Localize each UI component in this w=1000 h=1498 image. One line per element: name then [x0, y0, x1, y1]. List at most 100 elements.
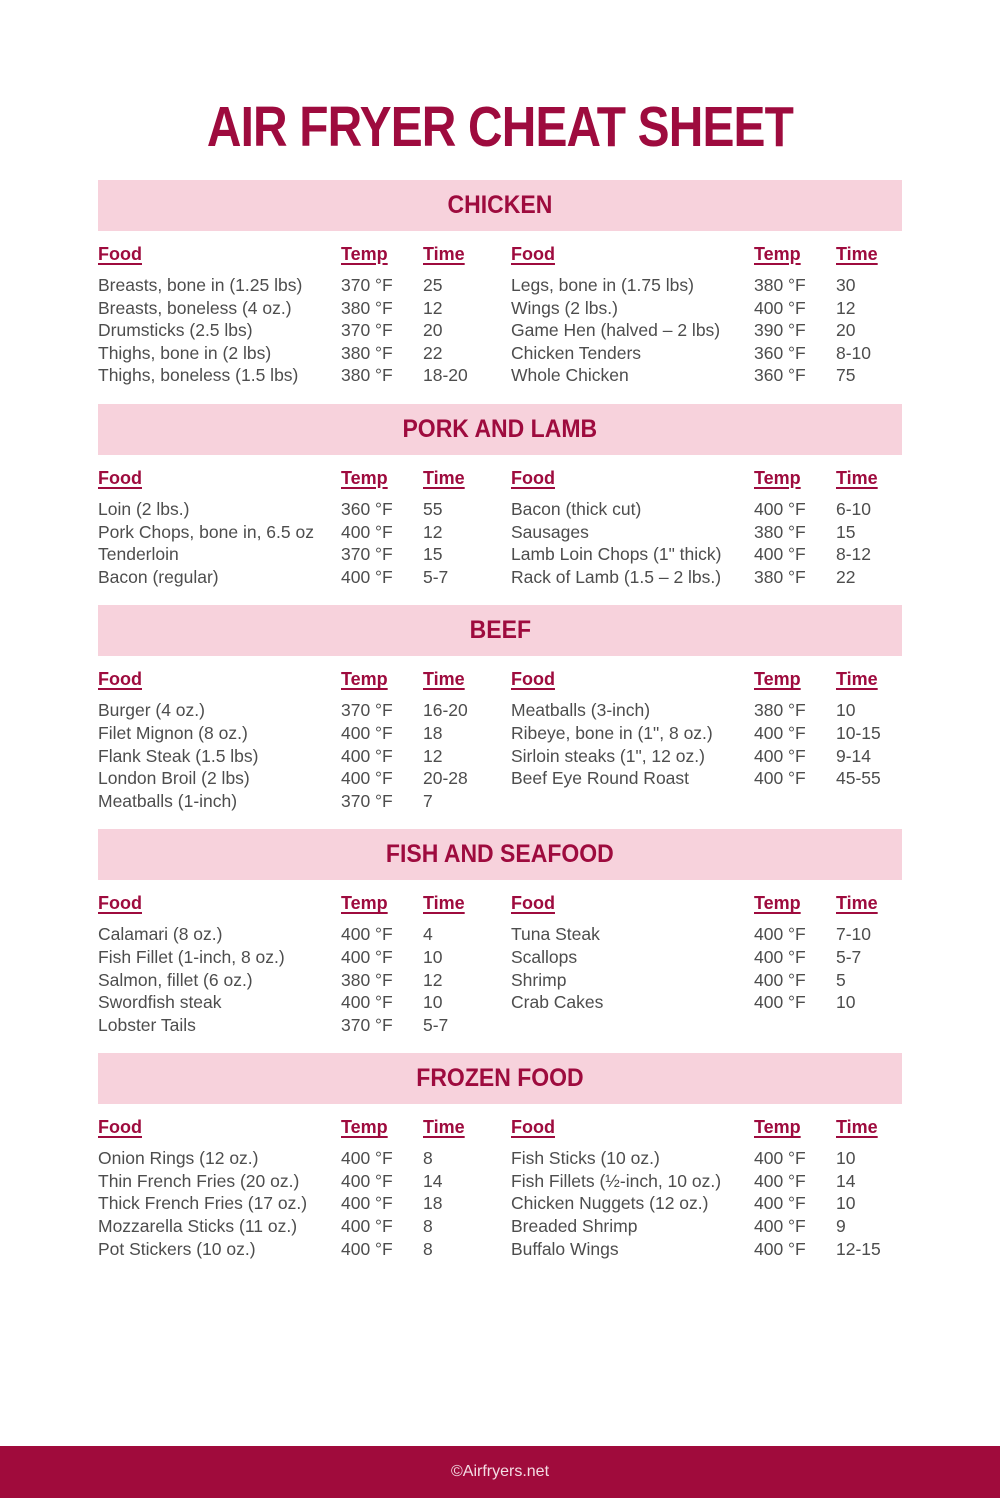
temp-cell: 380 °F: [341, 969, 393, 990]
food-cell: Burger (4 oz.): [98, 700, 205, 721]
time-cell: 55: [423, 498, 443, 519]
time-cell: 10-15: [836, 722, 881, 743]
column-header-temp: Temp: [754, 1111, 836, 1147]
section-pork-and-lamb: PORK AND LAMB Food Temp Time Loin (2 lbs.) 36…: [98, 403, 902, 588]
temp-cell: 380 °F: [341, 365, 393, 386]
temp-cell: 370 °F: [341, 1014, 393, 1035]
column-header-time-text: Time: [836, 1117, 878, 1138]
food-cell: Breasts, bone in (1.25 lbs): [98, 275, 303, 295]
food-cell: Pork Chops, bone in, 6.5 oz: [98, 521, 314, 542]
temp-cell: 370 °F: [341, 544, 393, 565]
table-left: Food Temp Time Burger (4 oz.) 370 °F 16-20 Fil…: [98, 663, 489, 812]
temp-cell: 400 °F: [754, 297, 806, 318]
section-header: FISH AND SEAFOOD: [98, 829, 902, 881]
column-header-food: Food: [511, 663, 754, 699]
food-cell: Flank Steak (1.5 lbs): [98, 745, 259, 766]
time-cell: 12: [423, 297, 443, 318]
time-cell: 12: [836, 297, 856, 318]
column-header-food: Food: [511, 238, 754, 274]
column-header-food: Food: [98, 1111, 341, 1147]
section-columns: Food Temp Time Onion Rings (12 oz.) 400 °F 8 T…: [98, 1104, 902, 1260]
column-header-temp-text: Temp: [754, 467, 801, 488]
temp-cell: 380 °F: [341, 342, 393, 363]
table-left: Food Temp Time Breasts, bone in (1.25 lbs) 3…: [98, 238, 489, 387]
food-cell: Loin (2 lbs.): [98, 498, 190, 519]
temp-cell: 400 °F: [754, 1238, 806, 1259]
food-cell: Crab Cakes: [511, 992, 604, 1013]
column-header-temp: Temp: [754, 663, 836, 699]
food-cell: Filet Mignon (8 oz.): [98, 722, 248, 743]
food-cell: Meatballs (3-inch): [511, 700, 651, 721]
temp-cell: 370 °F: [341, 275, 393, 295]
column-header-temp-text: Temp: [341, 467, 388, 488]
food-cell: London Broil (2 lbs): [98, 768, 250, 789]
temp-cell: 400 °F: [754, 992, 806, 1013]
column-header-food: Food: [511, 1111, 754, 1147]
time-cell: 14: [836, 1170, 856, 1191]
time-cell: 12: [423, 745, 443, 766]
time-cell: 20-28: [423, 768, 468, 789]
footer-bar: ©Airfryers.net: [0, 1446, 1000, 1498]
time-cell: 6-10: [836, 498, 872, 519]
time-cell: 20: [836, 320, 856, 341]
food-cell: Bacon (thick cut): [511, 498, 642, 519]
section-columns: Food Temp Time Loin (2 lbs.) 360 °F 55 Pork Ch…: [98, 455, 902, 588]
temp-cell: 380 °F: [754, 566, 806, 587]
section-beef: BEEF Food Temp Time Burger (4 oz.) 370 °F 16-2…: [98, 605, 902, 812]
time-cell: 45-55: [836, 768, 881, 789]
column-header-food-text: Food: [98, 244, 142, 264]
column-header-temp-text: Temp: [754, 669, 801, 690]
section-header-text: CHICKEN: [447, 191, 553, 219]
temp-cell: 400 °F: [754, 924, 806, 945]
time-cell: 16-20: [423, 700, 468, 721]
temp-cell: 380 °F: [754, 275, 806, 295]
time-cell: 7-10: [836, 924, 872, 945]
food-cell: Chicken Nuggets (12 oz.): [511, 1193, 709, 1214]
food-cell: Game Hen (halved – 2 lbs): [511, 320, 721, 341]
column-header-food: Food: [98, 462, 341, 498]
time-cell: 8: [423, 1238, 433, 1259]
food-cell: Chicken Tenders: [511, 342, 642, 363]
time-cell: 9-14: [836, 745, 872, 766]
time-cell: 5-7: [423, 566, 449, 587]
time-cell: 15: [423, 544, 443, 565]
food-cell: Calamari (8 oz.): [98, 924, 223, 945]
time-cell: 14: [423, 1170, 443, 1191]
column-header-time-text: Time: [836, 467, 878, 488]
time-cell: 15: [836, 521, 856, 542]
column-header-time-text: Time: [423, 244, 465, 264]
food-cell: Swordfish steak: [98, 992, 222, 1013]
food-cell: Thin French Fries (20 oz.): [98, 1170, 300, 1191]
section-columns: Food Temp Time Calamari (8 oz.) 400 °F 4 Fish …: [98, 880, 902, 1036]
temp-cell: 400 °F: [754, 722, 806, 743]
column-header-time-text: Time: [836, 244, 878, 264]
column-header-temp-text: Temp: [341, 893, 388, 914]
temp-cell: 400 °F: [341, 745, 393, 766]
food-cell: Wings (2 lbs.): [511, 297, 618, 318]
column-header-food-text: Food: [98, 467, 142, 488]
temp-cell: 360 °F: [341, 498, 393, 519]
time-cell: 12-15: [836, 1238, 881, 1259]
temp-cell: 390 °F: [754, 320, 806, 341]
food-cell: Sirloin steaks (1", 12 oz.): [511, 745, 705, 766]
column-header-food: Food: [98, 238, 341, 274]
table-right: Food Temp Time Legs, bone in (1.75 lbs) 380 …: [511, 238, 902, 387]
column-header-time: Time: [836, 238, 902, 274]
table-right: Food Temp Time Tuna Steak 400 °F 7-10 Scallops…: [511, 887, 902, 1036]
time-cell: 20: [423, 320, 443, 341]
time-cell: 22: [423, 342, 443, 363]
column-header-food-text: Food: [98, 669, 142, 690]
column-header-temp: Temp: [341, 238, 423, 274]
column-header-time-text: Time: [423, 893, 465, 914]
sections-container: CHICKEN Food Temp Time Breasts, bone in (1.2…: [98, 180, 902, 1260]
section-header: FROZEN FOOD: [98, 1053, 902, 1105]
time-cell: 10: [423, 946, 443, 967]
food-cell: Thighs, bone in (2 lbs): [98, 342, 272, 363]
table-left: Food Temp Time Calamari (8 oz.) 400 °F 4 Fish …: [98, 887, 489, 1036]
time-cell: 12: [423, 521, 443, 542]
food-cell: Fish Fillet (1-inch, 8 oz.): [98, 946, 285, 967]
column-header-temp: Temp: [754, 887, 836, 923]
column-header-time-text: Time: [836, 893, 878, 914]
food-cell: Thick French Fries (17 oz.): [98, 1193, 308, 1214]
section-chicken: CHICKEN Food Temp Time Breasts, bone in (1.2…: [98, 180, 902, 387]
